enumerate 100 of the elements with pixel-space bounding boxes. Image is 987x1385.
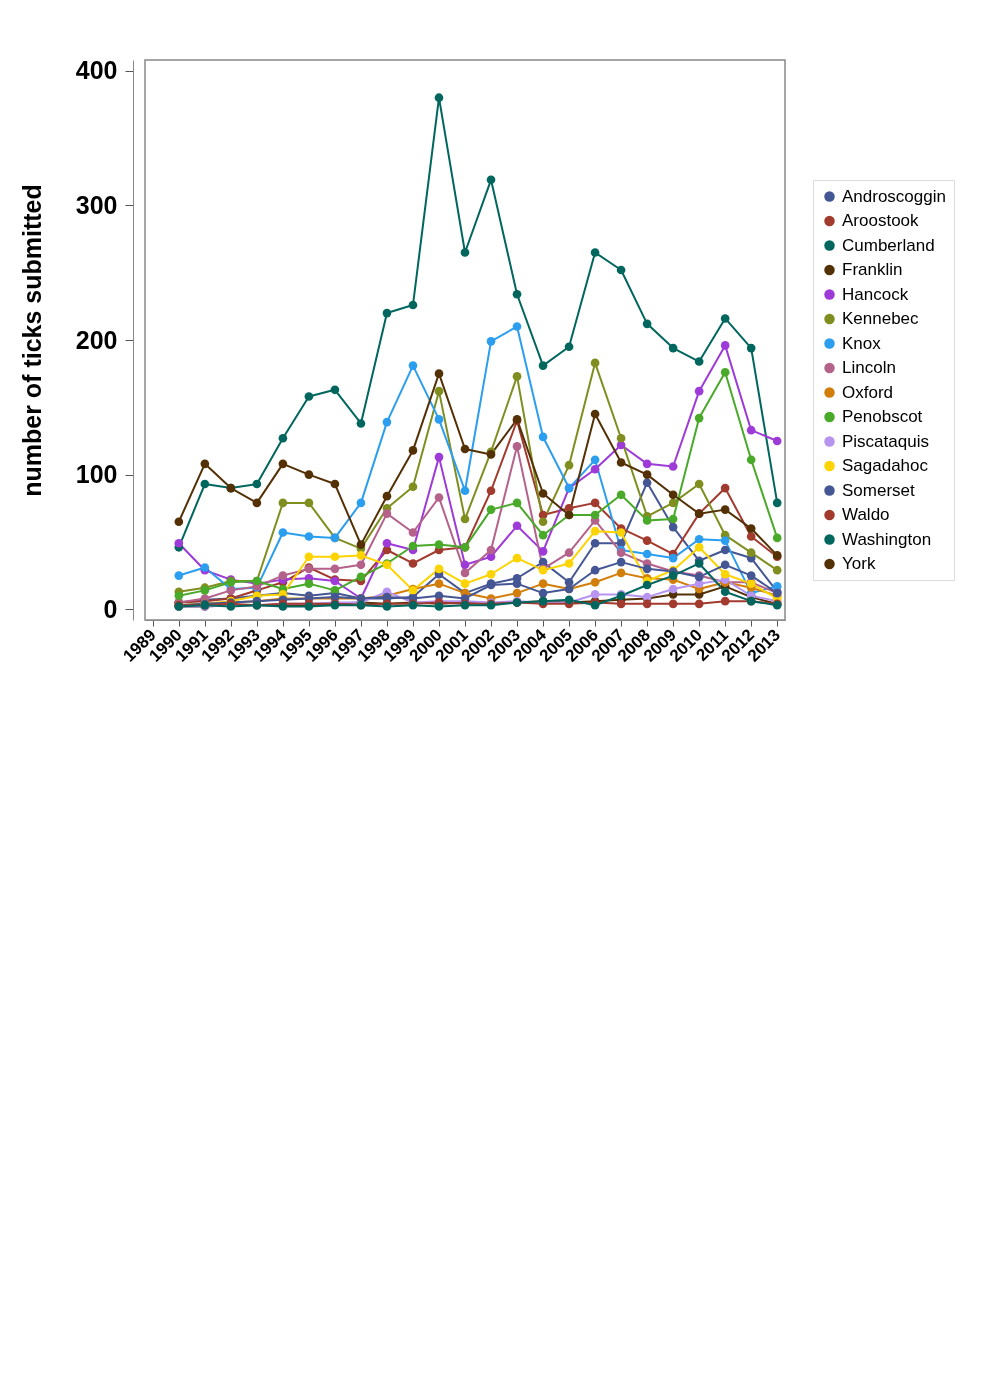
point — [434, 579, 444, 588]
point — [746, 532, 756, 541]
point — [252, 479, 262, 489]
point — [382, 509, 392, 518]
point — [616, 568, 626, 578]
point — [356, 560, 366, 570]
point — [486, 505, 496, 514]
point — [408, 446, 418, 455]
point — [642, 478, 652, 488]
point — [590, 510, 600, 520]
point — [408, 482, 418, 492]
point — [330, 479, 340, 489]
point — [746, 524, 756, 533]
point — [590, 358, 600, 368]
point — [694, 413, 704, 423]
y-axis-title: number of ticks submitted — [17, 184, 46, 497]
point — [174, 517, 184, 527]
point — [642, 564, 652, 574]
point — [538, 361, 548, 370]
point — [382, 417, 392, 427]
point — [460, 248, 470, 257]
point — [590, 248, 600, 257]
point — [356, 540, 366, 549]
point — [668, 522, 678, 532]
point — [564, 559, 574, 568]
point — [616, 599, 626, 609]
y-tick-label: 200 — [75, 325, 118, 354]
point — [356, 551, 366, 560]
point — [304, 532, 314, 541]
point — [538, 530, 548, 540]
point — [772, 565, 782, 575]
point — [720, 314, 730, 323]
point — [304, 552, 314, 562]
point — [694, 479, 704, 489]
point — [434, 369, 444, 378]
point — [512, 553, 522, 563]
point — [616, 557, 626, 567]
point — [642, 536, 652, 545]
legend-label: Penobscot — [842, 407, 923, 426]
point — [278, 459, 288, 469]
y-tick-label: 0 — [103, 594, 118, 623]
point — [668, 498, 678, 508]
point — [278, 433, 288, 443]
point — [434, 452, 444, 462]
point — [668, 462, 678, 471]
point — [746, 571, 756, 580]
point — [382, 538, 392, 548]
point — [746, 343, 756, 353]
point — [668, 571, 678, 580]
point — [304, 498, 314, 508]
point — [252, 498, 262, 508]
point — [434, 93, 444, 103]
point — [642, 599, 652, 609]
legend-label: York — [842, 554, 876, 573]
point — [174, 591, 184, 601]
point — [304, 470, 314, 479]
point — [590, 565, 600, 575]
point — [668, 490, 678, 500]
point — [460, 560, 470, 570]
point — [694, 357, 704, 366]
point — [538, 489, 548, 498]
point — [434, 386, 444, 396]
point — [356, 419, 366, 428]
point — [616, 265, 626, 275]
point — [486, 175, 496, 185]
point — [616, 528, 626, 537]
point — [720, 569, 730, 579]
point — [746, 425, 756, 435]
point — [174, 538, 184, 548]
point — [668, 514, 678, 524]
point — [564, 548, 574, 558]
legend-label: Sagadahoc — [842, 456, 929, 475]
point — [720, 560, 730, 570]
y-tick-label: 300 — [75, 190, 118, 219]
point — [278, 571, 288, 580]
point — [720, 341, 730, 350]
legend-label: Oxford — [842, 382, 894, 402]
point — [772, 436, 782, 446]
point — [772, 533, 782, 543]
point — [512, 521, 522, 531]
point — [616, 490, 626, 500]
point — [434, 540, 444, 549]
point — [642, 459, 652, 469]
point — [720, 483, 730, 493]
point — [538, 517, 548, 527]
point — [174, 571, 184, 580]
point — [486, 337, 496, 346]
point — [304, 579, 314, 588]
point — [616, 433, 626, 443]
point — [590, 538, 600, 548]
point — [512, 372, 522, 381]
legend-label: Cumberland — [842, 235, 935, 255]
point — [512, 442, 522, 451]
point — [590, 526, 600, 536]
point — [694, 386, 704, 396]
legend-label: Knox — [842, 333, 882, 353]
point — [590, 455, 600, 465]
legend-label: Washington — [842, 529, 932, 549]
y-tick-label: 400 — [75, 56, 118, 85]
point — [772, 498, 782, 508]
